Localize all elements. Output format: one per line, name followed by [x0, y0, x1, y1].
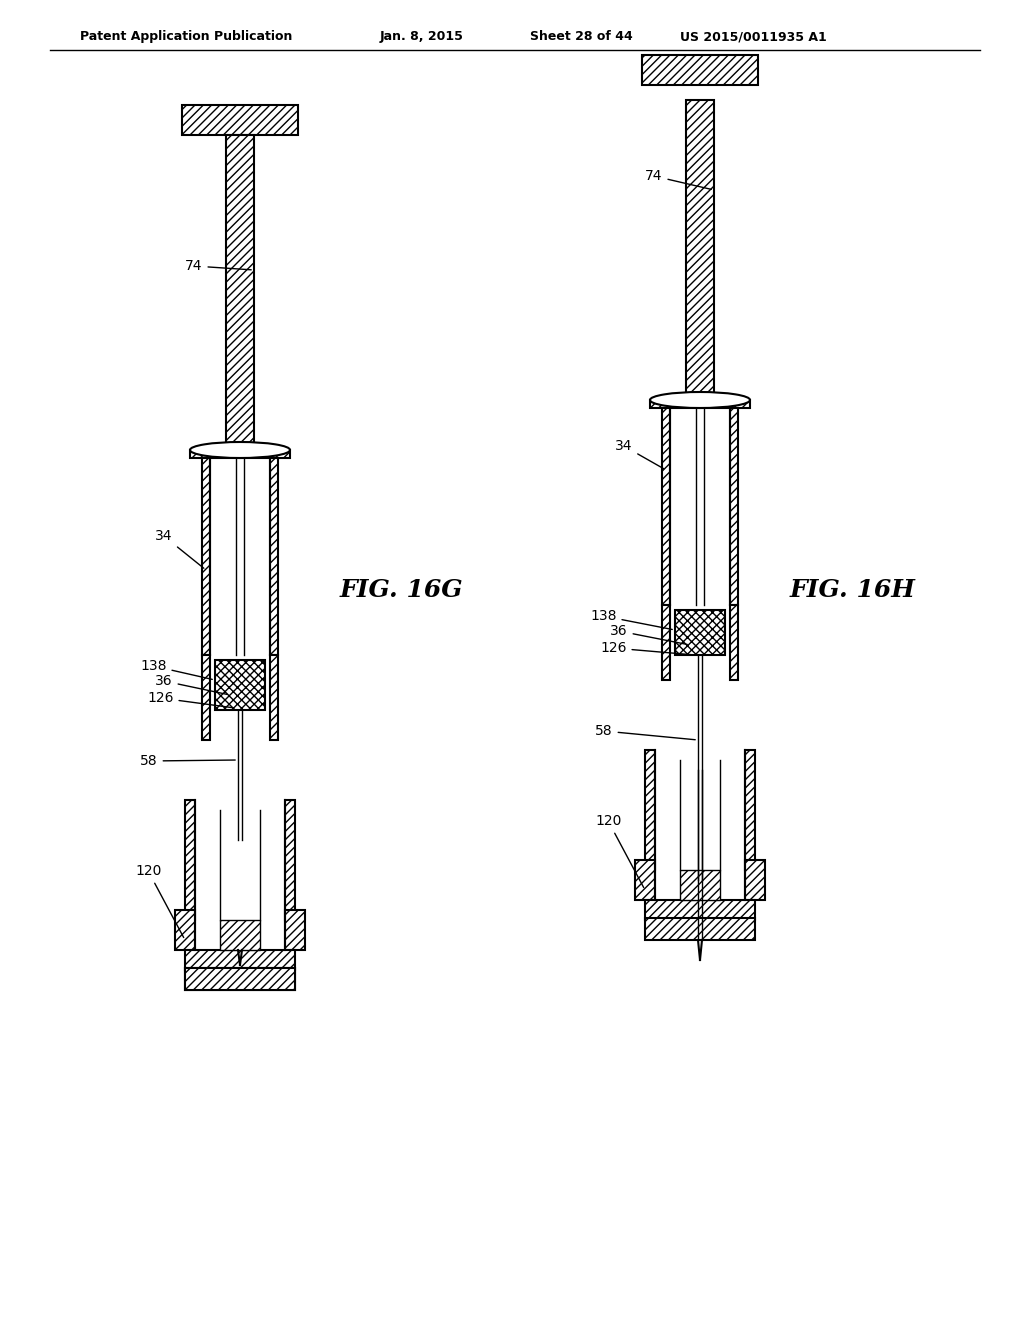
Bar — [745, 861, 765, 900]
Text: 138: 138 — [590, 609, 673, 630]
Bar — [185, 950, 295, 970]
Text: 36: 36 — [610, 624, 687, 644]
Bar — [285, 909, 305, 950]
Text: 58: 58 — [140, 754, 236, 768]
Bar — [202, 655, 210, 741]
Bar — [645, 917, 755, 940]
Bar — [686, 100, 714, 400]
Text: 126: 126 — [147, 690, 232, 708]
Bar — [190, 450, 290, 458]
Bar — [226, 135, 254, 450]
Bar — [670, 408, 730, 605]
Ellipse shape — [190, 442, 290, 458]
Bar — [680, 870, 720, 900]
Bar — [210, 458, 270, 655]
Text: 34: 34 — [615, 440, 664, 469]
Bar — [655, 750, 745, 900]
Bar — [662, 605, 670, 680]
Bar — [175, 909, 195, 950]
Bar — [195, 800, 285, 950]
Text: US 2015/0011935 A1: US 2015/0011935 A1 — [680, 30, 826, 44]
Text: 58: 58 — [595, 723, 695, 739]
Text: FIG. 16H: FIG. 16H — [790, 578, 915, 602]
Bar — [730, 408, 738, 605]
Bar — [182, 106, 298, 135]
Bar — [635, 861, 655, 900]
Bar — [215, 660, 265, 710]
Bar — [185, 968, 295, 990]
Bar — [270, 458, 278, 655]
Text: 36: 36 — [155, 675, 227, 694]
Bar — [730, 605, 738, 680]
Ellipse shape — [650, 392, 750, 408]
Text: 120: 120 — [135, 865, 183, 937]
Bar — [285, 800, 295, 920]
Text: Jan. 8, 2015: Jan. 8, 2015 — [380, 30, 464, 44]
Text: Sheet 28 of 44: Sheet 28 of 44 — [530, 30, 633, 44]
Bar — [185, 800, 195, 920]
Bar — [662, 408, 670, 605]
Bar — [645, 900, 755, 920]
Text: 74: 74 — [185, 259, 251, 273]
Text: Patent Application Publication: Patent Application Publication — [80, 30, 293, 44]
Bar — [270, 655, 278, 741]
Bar — [220, 920, 260, 950]
Text: 34: 34 — [155, 529, 204, 568]
Text: 74: 74 — [645, 169, 712, 189]
Text: 126: 126 — [600, 642, 692, 655]
Text: 120: 120 — [595, 814, 644, 887]
Bar — [642, 55, 758, 84]
Bar — [202, 458, 210, 655]
Text: 138: 138 — [140, 659, 212, 680]
Bar — [745, 750, 755, 870]
Bar — [675, 610, 725, 655]
Text: FIG. 16G: FIG. 16G — [340, 578, 464, 602]
Bar — [185, 968, 295, 990]
Bar — [645, 750, 655, 870]
Bar — [650, 400, 750, 408]
